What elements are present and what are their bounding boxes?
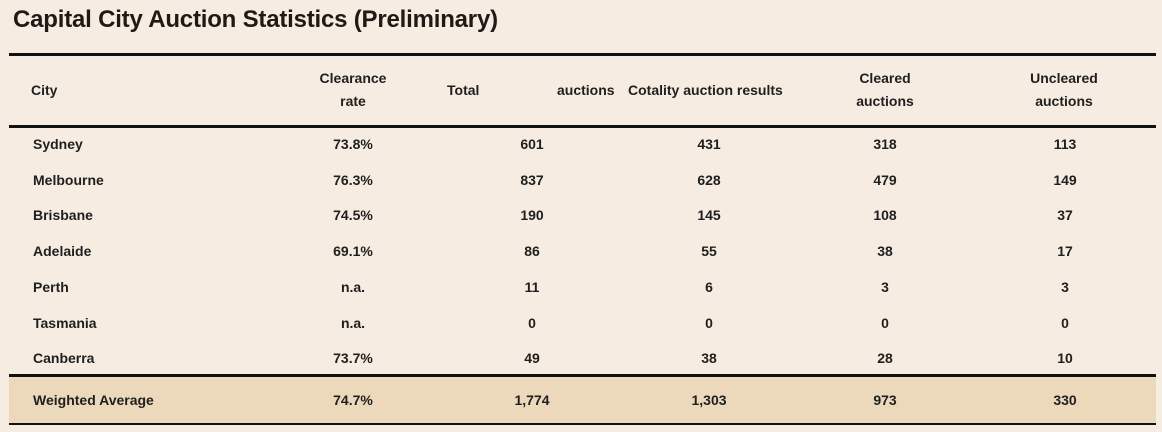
- header-uncleared-line2: auctions: [1035, 93, 1093, 109]
- row-cleared: 479: [873, 172, 897, 188]
- average-clearance: 74.7%: [333, 392, 373, 408]
- header-bottom-rule: [9, 125, 1156, 128]
- row-clearance: 73.7%: [333, 350, 373, 366]
- row-clearance: 74.5%: [333, 207, 373, 223]
- row-cleared: 28: [877, 350, 893, 366]
- page-title: Capital City Auction Statistics (Prelimi…: [13, 6, 498, 33]
- average-uncleared: 330: [1053, 392, 1077, 408]
- row-city: Canberra: [33, 350, 95, 366]
- row-results: 145: [697, 207, 721, 223]
- header-clearance-rate: Clearance rate: [320, 67, 387, 113]
- row-cleared: 38: [877, 243, 893, 259]
- row-uncleared: 10: [1057, 350, 1073, 366]
- header-clearance-line2: rate: [340, 93, 366, 109]
- row-clearance: n.a.: [340, 315, 366, 331]
- row-total: 0: [528, 315, 536, 331]
- header-cleared-line2: auctions: [856, 93, 914, 109]
- row-uncleared: 3: [1061, 279, 1069, 295]
- row-uncleared: 0: [1061, 315, 1069, 331]
- row-results: 55: [701, 243, 717, 259]
- row-city: Melbourne: [33, 172, 104, 188]
- header-cleared-line1: Cleared: [859, 70, 911, 86]
- row-total: 86: [524, 243, 540, 259]
- row-uncleared: 149: [1053, 172, 1077, 188]
- header-city: City: [31, 82, 58, 98]
- header-cotality-word: Cotality: [628, 82, 680, 98]
- row-clearance: 69.1%: [333, 243, 373, 259]
- header-cleared-auctions: Cleared auctions: [856, 67, 914, 113]
- table-top-rule: [9, 53, 1156, 56]
- row-city: Adelaide: [33, 243, 92, 259]
- row-clearance: 76.3%: [333, 172, 373, 188]
- row-city: Tasmania: [33, 315, 97, 331]
- row-results: 628: [697, 172, 721, 188]
- row-results: 431: [697, 136, 721, 152]
- average-results: 1,303: [691, 392, 727, 408]
- weighted-average-band: [9, 377, 1156, 423]
- row-clearance: 73.8%: [333, 136, 373, 152]
- row-uncleared: 113: [1053, 136, 1077, 152]
- row-clearance: n.a.: [340, 279, 366, 295]
- header-cotality-results: Cotality auction results: [628, 79, 783, 102]
- row-results: 0: [705, 315, 713, 331]
- average-city: Weighted Average: [33, 392, 154, 408]
- row-total: 190: [520, 207, 544, 223]
- row-total: 837: [520, 172, 544, 188]
- row-city: Perth: [33, 279, 69, 295]
- row-cleared: 108: [873, 207, 897, 223]
- average-cleared: 973: [873, 392, 897, 408]
- header-uncleared-line1: Uncleared: [1030, 70, 1098, 86]
- row-total: 601: [520, 136, 544, 152]
- row-results: 38: [701, 350, 717, 366]
- average-top-rule: [9, 374, 1156, 377]
- row-city: Sydney: [33, 136, 83, 152]
- row-cleared: 318: [873, 136, 897, 152]
- row-total: 49: [524, 350, 540, 366]
- header-total: Total: [447, 82, 480, 98]
- row-uncleared: 37: [1057, 207, 1073, 223]
- average-total: 1,774: [514, 392, 550, 408]
- header-auction-results: auction results: [683, 82, 783, 98]
- header-uncleared-auctions: Uncleared auctions: [1030, 67, 1098, 113]
- header-clearance-line1: Clearance: [319, 70, 387, 86]
- row-uncleared: 17: [1057, 243, 1073, 259]
- header-auctions: auctions: [557, 82, 615, 98]
- table-bottom-rule: [9, 423, 1156, 425]
- row-results: 6: [705, 279, 713, 295]
- row-cleared: 0: [881, 315, 889, 331]
- row-city: Brisbane: [33, 207, 93, 223]
- row-total: 11: [524, 279, 540, 295]
- row-cleared: 3: [881, 279, 889, 295]
